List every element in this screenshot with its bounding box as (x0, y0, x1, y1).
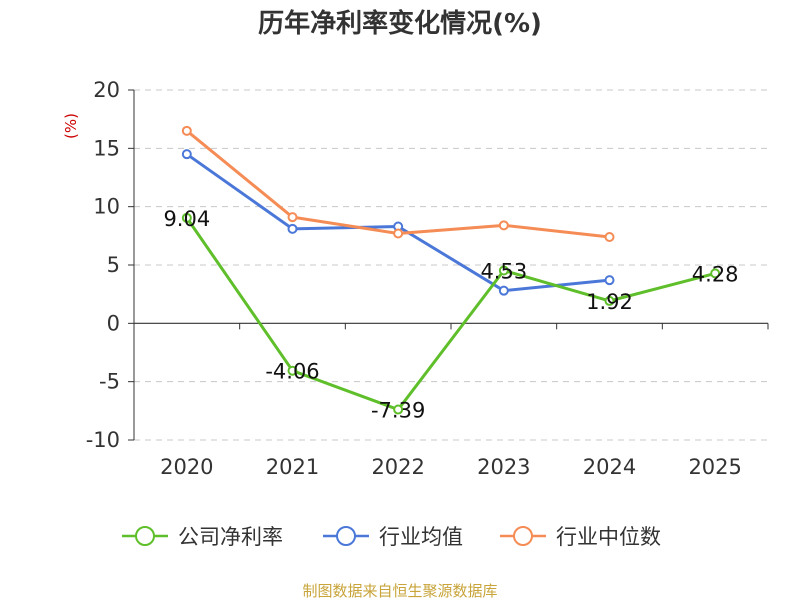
data-point[interactable] (604, 275, 615, 286)
data-label: -7.39 (371, 399, 425, 423)
y-axis-label: (%) (62, 113, 80, 139)
data-point[interactable] (498, 265, 509, 276)
data-point[interactable] (181, 212, 192, 223)
data-label: 4.53 (480, 259, 527, 283)
y-tick-label: 10 (93, 195, 120, 219)
legend-label: 行业均值 (379, 525, 463, 549)
legend-marker (135, 526, 155, 546)
data-point[interactable] (710, 268, 721, 279)
data-label: 9.04 (163, 207, 210, 231)
data-label: 4.28 (692, 262, 739, 286)
data-point[interactable] (393, 404, 404, 415)
legend-label: 行业中位数 (556, 525, 661, 549)
y-tick-label: -5 (99, 370, 120, 394)
data-point[interactable] (393, 228, 404, 239)
source-note: 制图数据来自恒生聚源数据库 (302, 582, 497, 600)
legend-label: 公司净利率 (178, 525, 283, 549)
data-point[interactable] (604, 232, 615, 242)
series-line-0 (185, 217, 716, 412)
x-tick-label: 2025 (688, 455, 741, 479)
data-point[interactable] (287, 223, 298, 234)
y-tick-label: -10 (86, 428, 120, 452)
y-tick-label: 0 (107, 311, 120, 335)
x-tick-label: 2023 (477, 455, 530, 479)
data-point[interactable] (287, 365, 298, 376)
data-point[interactable] (604, 295, 615, 306)
x-tick-label: 2024 (583, 455, 636, 479)
x-tick-label: 2021 (266, 455, 319, 479)
legend-item-2[interactable]: 行业中位数 (500, 525, 661, 549)
data-point[interactable] (181, 125, 192, 136)
data-point[interactable] (498, 285, 509, 296)
chart-title: 历年净利率变化情况(%) (258, 8, 542, 39)
x-tick-label: 2022 (371, 455, 424, 479)
data-point[interactable] (498, 220, 509, 231)
x-tick-label: 2020 (160, 455, 213, 479)
y-tick-label: 5 (107, 253, 120, 277)
y-tick-label: 20 (93, 78, 120, 102)
legend-marker (336, 526, 356, 546)
legend-item-0[interactable]: 公司净利率 (122, 525, 283, 549)
data-point[interactable] (181, 149, 192, 160)
y-tick-label: 15 (93, 136, 120, 160)
data-point[interactable] (287, 212, 298, 223)
data-label: -4.06 (265, 360, 319, 384)
legend-item-1[interactable]: 行业均值 (323, 525, 463, 549)
legend-marker (513, 526, 533, 546)
data-label: 1.92 (586, 290, 633, 314)
series-line-2 (185, 129, 610, 239)
